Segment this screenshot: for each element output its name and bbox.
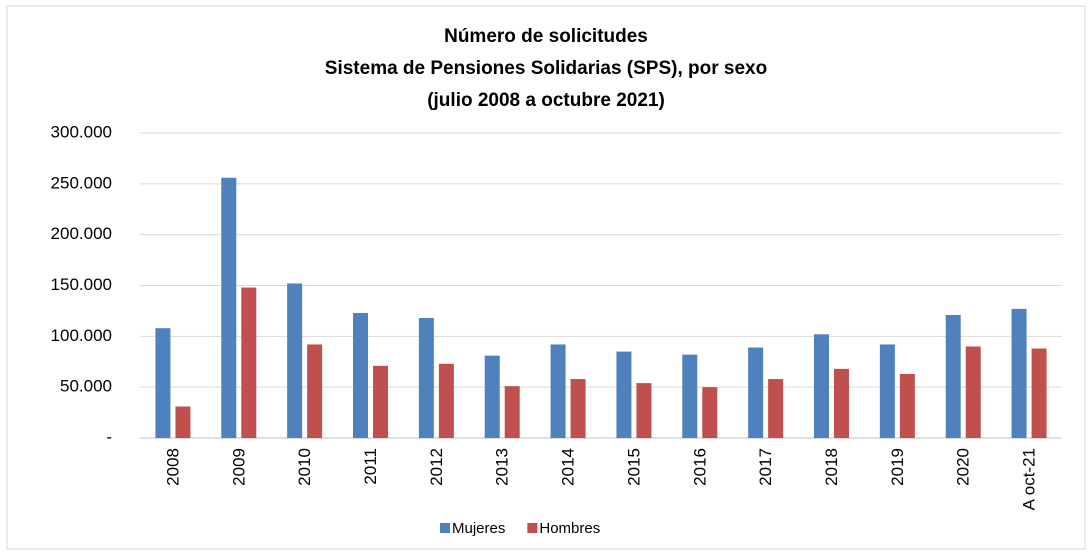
y-tick-label: 100.000 (51, 326, 112, 345)
bar (438, 363, 454, 438)
x-tick-label: 2015 (624, 448, 643, 486)
x-tick-label: 2018 (822, 448, 841, 486)
bar (748, 347, 764, 438)
x-tick-label: 2013 (493, 448, 512, 486)
bar (682, 354, 698, 438)
x-tick-label: 2009 (229, 448, 248, 486)
x-tick-label: A oct-21 (1020, 448, 1039, 510)
chart-title: Sistema de Pensiones Solidarias (SPS), p… (325, 58, 767, 79)
chart-title: (julio 2008 a octubre 2021) (427, 90, 665, 111)
legend-swatch (527, 523, 538, 533)
bar (221, 177, 237, 438)
bar (1031, 348, 1047, 438)
x-tick-label: 2008 (163, 448, 182, 486)
bar (879, 344, 895, 438)
bar (814, 334, 829, 438)
bar (241, 287, 257, 438)
x-tick-label: 2011 (361, 448, 380, 485)
x-tick-label: 2017 (756, 448, 775, 486)
bar (550, 344, 566, 438)
bar (484, 355, 500, 438)
bar (945, 314, 961, 438)
bar (616, 351, 632, 438)
legend-label: Hombres (539, 520, 600, 537)
bar (418, 318, 434, 438)
bar (899, 373, 915, 438)
bar (768, 379, 784, 438)
x-tick-label: 2012 (427, 448, 446, 486)
bar (965, 346, 981, 438)
y-tick-label: 300.000 (51, 122, 112, 141)
bar (287, 283, 303, 438)
x-tick-label: 2014 (559, 448, 578, 486)
x-tick-label: 2020 (954, 448, 973, 486)
bar (155, 328, 171, 438)
bar (373, 365, 388, 438)
bar (570, 379, 586, 438)
bar (1011, 308, 1027, 438)
y-tick-label: 150.000 (51, 275, 112, 294)
bar (636, 383, 652, 438)
legend-label: Mujeres (452, 520, 505, 537)
x-tick-label: 2010 (295, 448, 314, 486)
bar (504, 386, 520, 438)
bar (307, 344, 323, 438)
chart-title: Número de solicitudes (444, 26, 648, 47)
bar (702, 387, 718, 438)
chart-border (6, 5, 1086, 550)
y-tick-label: - (106, 427, 112, 446)
y-tick-label: 200.000 (51, 224, 112, 243)
x-tick-label: 2019 (888, 448, 907, 486)
x-tick-label: 2016 (690, 448, 709, 486)
y-tick-label: 50.000 (60, 377, 112, 396)
bar (353, 312, 368, 438)
legend-swatch (440, 523, 450, 533)
bar (175, 406, 191, 438)
y-tick-label: 250.000 (51, 173, 112, 192)
bar (834, 368, 849, 438)
